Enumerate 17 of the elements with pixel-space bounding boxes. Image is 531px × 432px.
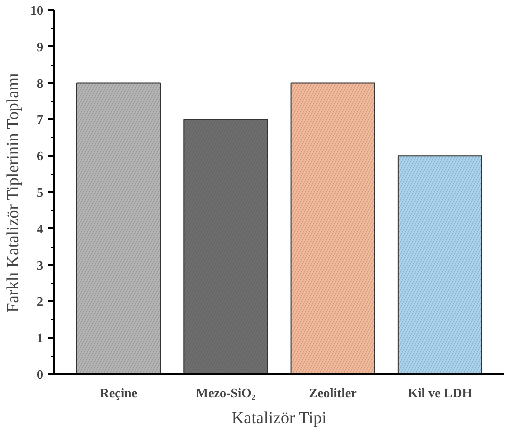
y-tick-label: 4 [37, 221, 44, 236]
y-tick-label: 3 [37, 258, 44, 273]
y-tick-label: 0 [37, 367, 44, 382]
x-tick-label: Reçine [100, 386, 138, 400]
x-tick-label: Kil ve LDH [408, 386, 472, 400]
y-tick-label: 5 [37, 185, 44, 200]
y-axis-title: Farklı Katalizör Tiplerinin Toplamı [4, 72, 22, 313]
y-tick-label: 2 [37, 294, 44, 310]
y-tick-label: 8 [37, 76, 44, 91]
y-tick-label: 9 [37, 39, 44, 54]
y-tick-label: 10 [30, 3, 44, 18]
y-tick-label: 6 [37, 148, 44, 164]
x-tick-label: Zeolitler [309, 386, 358, 400]
x-axis-title: Katalizör Tipi [232, 408, 328, 428]
y-tick-label: 7 [37, 112, 44, 128]
y-tick-label: 1 [37, 330, 44, 346]
x-tick-label: Mezo-SiO₂ [196, 386, 256, 400]
